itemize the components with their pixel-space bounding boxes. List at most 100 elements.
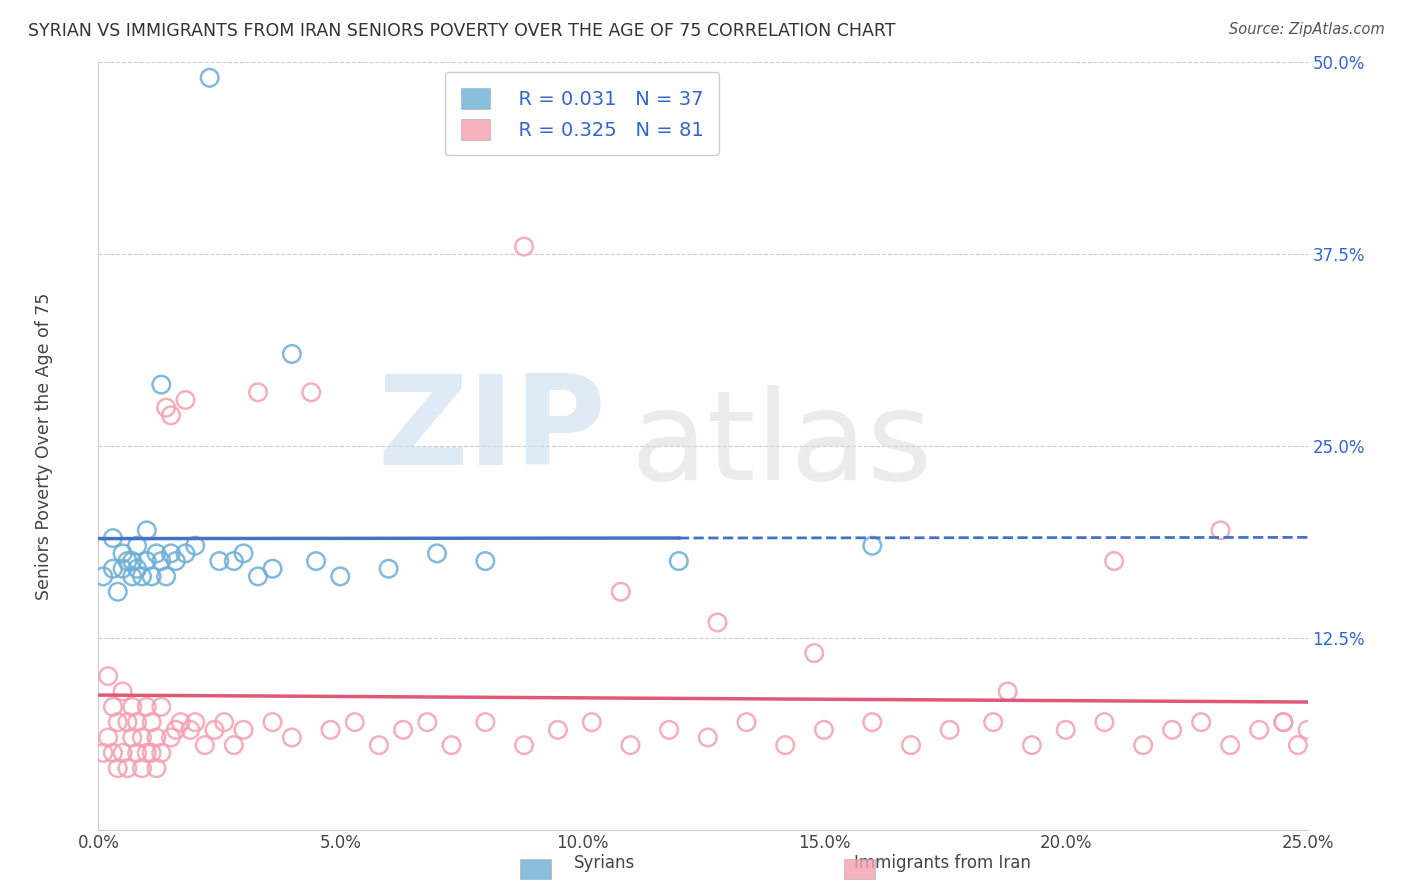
Point [281,731,304,745]
Point [813,723,835,737]
Point [619,738,641,752]
Point [131,569,153,583]
Point [416,715,439,730]
Point [111,562,134,576]
Point [111,546,134,560]
Point [141,715,163,730]
Point [117,554,139,568]
Point [1094,715,1116,730]
Text: Seniors Poverty Over the Age of 75: Seniors Poverty Over the Age of 75 [35,293,53,599]
Point [101,562,124,576]
Point [194,738,217,752]
Point [135,699,157,714]
Point [101,531,124,545]
Point [1272,715,1295,730]
Point [135,746,157,760]
Point [150,699,173,714]
Text: Immigrants from Iran: Immigrants from Iran [853,855,1031,872]
Point [900,738,922,752]
Point [145,546,167,560]
Point [1102,554,1125,568]
Point [101,699,124,714]
Text: SYRIAN VS IMMIGRANTS FROM IRAN SENIORS POVERTY OVER THE AGE OF 75 CORRELATION CH: SYRIAN VS IMMIGRANTS FROM IRAN SENIORS P… [28,22,896,40]
Point [706,615,728,630]
Text: atlas: atlas [630,385,932,507]
Point [107,715,129,730]
Point [581,715,603,730]
Point [474,554,496,568]
Point [145,761,167,775]
Point [1021,738,1043,752]
Point [305,554,328,568]
Point [1132,738,1154,752]
Point [107,584,129,599]
Point [97,731,120,745]
Point [803,646,825,660]
Point [145,731,167,745]
Point [222,738,245,752]
Point [426,546,449,560]
Text: ZIP: ZIP [378,370,606,491]
Point [668,554,690,568]
Point [860,539,883,553]
Point [111,746,134,760]
Legend:   R = 0.031   N = 37,   R = 0.325   N = 81: R = 0.031 N = 37, R = 0.325 N = 81 [446,72,718,155]
Point [377,562,399,576]
Point [658,723,681,737]
Point [91,746,114,760]
Point [135,554,157,568]
Point [160,409,183,423]
Point [1209,524,1232,538]
Point [204,723,226,737]
Point [262,562,284,576]
Point [329,569,352,583]
Text: Source: ZipAtlas.com: Source: ZipAtlas.com [1229,22,1385,37]
Point [155,401,177,415]
Point [368,738,391,752]
Point [440,738,463,752]
Point [1054,723,1077,737]
Point [107,761,129,775]
Point [117,761,139,775]
Point [150,746,173,760]
Point [281,347,304,361]
Point [232,723,254,737]
Point [1189,715,1212,730]
Point [1296,723,1319,737]
Text: Syrians: Syrians [574,855,636,872]
Point [160,546,183,560]
Point [222,554,245,568]
Point [997,684,1019,698]
Point [184,539,207,553]
Point [299,385,322,400]
Point [610,584,633,599]
Point [91,569,114,583]
Point [155,569,177,583]
Point [127,539,149,553]
Point [343,715,366,730]
Point [319,723,342,737]
Point [179,723,201,737]
Point [513,738,536,752]
Point [474,715,496,730]
Point [212,715,235,730]
Point [198,70,221,85]
Point [1286,738,1309,752]
Point [1249,723,1271,737]
Point [174,392,197,407]
Point [121,554,143,568]
Point [117,715,139,730]
Point [392,723,415,737]
Point [247,569,270,583]
Point [981,715,1004,730]
Point [160,731,183,745]
Point [735,715,758,730]
Point [131,761,153,775]
Point [165,723,187,737]
Point [101,746,124,760]
Point [262,715,284,730]
Point [696,731,718,745]
Point [169,715,191,730]
Point [121,731,143,745]
Point [127,715,149,730]
